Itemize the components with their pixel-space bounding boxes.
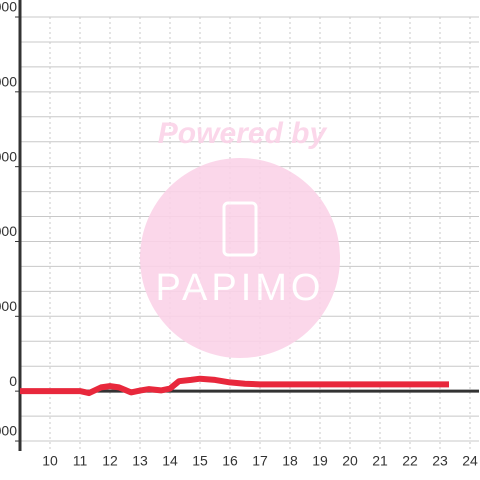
x-tick-label: 15 xyxy=(192,453,208,469)
x-tick-label: 11 xyxy=(73,453,88,469)
x-tick-label: 14 xyxy=(162,453,178,469)
y-tick-label: 30,000 xyxy=(0,298,17,314)
x-tick-label: 20 xyxy=(342,453,358,469)
x-tick-label: 19 xyxy=(312,453,328,469)
x-tick-label: 17 xyxy=(252,453,268,469)
x-tick-label: 21 xyxy=(372,453,388,469)
watermark-icon xyxy=(222,201,258,257)
y-tick-label: 150,000 xyxy=(0,0,17,15)
y-tick-label: 120,000 xyxy=(0,74,17,90)
watermark-text: PAPIMO xyxy=(156,267,325,309)
y-tick-label: 60,000 xyxy=(0,223,17,239)
y-tick-label: -20,000 xyxy=(0,423,17,439)
watermark: Powered by PAPIMO xyxy=(140,117,340,358)
x-tick-label: 22 xyxy=(402,453,418,469)
y-tick-label: 0 xyxy=(9,373,17,389)
x-tick-label: 12 xyxy=(102,453,118,469)
watermark-text: Powered by xyxy=(158,117,328,150)
x-tick-label: 18 xyxy=(282,453,298,469)
x-tick-label: 13 xyxy=(132,453,148,469)
x-tick-label: 24 xyxy=(462,453,478,469)
y-tick-label: 90,000 xyxy=(0,148,17,164)
x-tick-label: 16 xyxy=(222,453,238,469)
x-tick-label: 10 xyxy=(42,453,58,469)
x-tick-label: 23 xyxy=(432,453,448,469)
line-series xyxy=(20,375,449,397)
watermark-circle xyxy=(140,158,340,358)
